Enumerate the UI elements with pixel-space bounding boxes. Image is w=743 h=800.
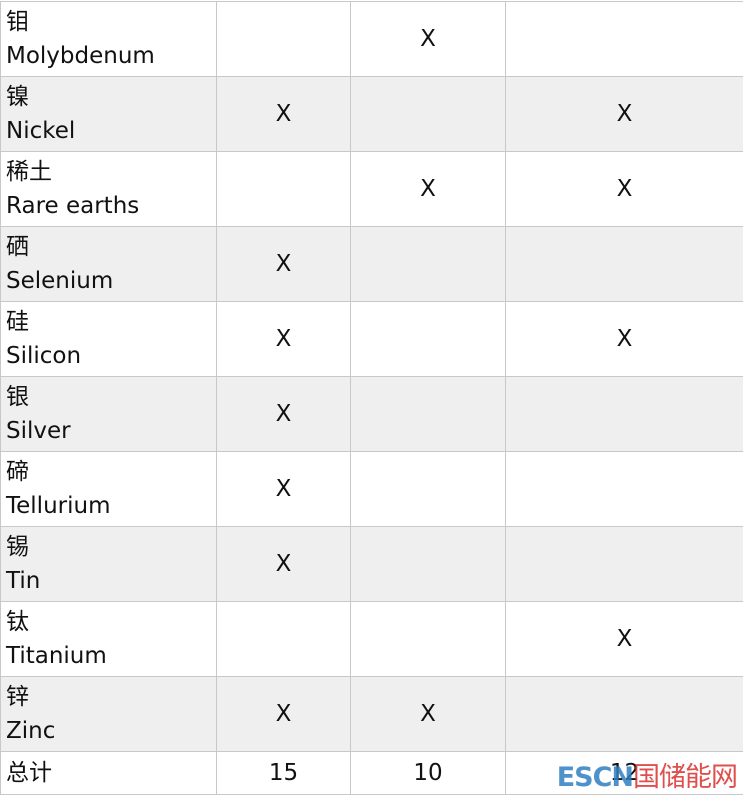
table-row: 钼 Molybdenum X [0, 1, 743, 77]
total-text: 总计 [6, 760, 52, 786]
table-row: 钛 Titanium X [0, 601, 743, 677]
table-row: 硒 Selenium X [0, 226, 743, 302]
material-en: Silicon [6, 343, 82, 369]
mark-cell [216, 601, 351, 677]
mark: X [275, 101, 292, 127]
material-zh: 硅 [6, 309, 29, 335]
mark-cell [350, 451, 506, 527]
mark-cell: X [216, 376, 351, 452]
mark-cell: X [505, 76, 743, 152]
mark-cell [350, 226, 506, 302]
mark-cell: X [216, 676, 351, 752]
material-zh: 硒 [6, 234, 29, 260]
total-cell: 12 [505, 751, 743, 795]
mark-cell [216, 151, 351, 227]
mark: X [420, 26, 436, 52]
material-zh: 碲 [6, 459, 29, 485]
mark-cell [350, 301, 506, 377]
material-cell: 锌 Zinc [0, 676, 217, 752]
mark-cell [505, 226, 743, 302]
material-en: Tin [6, 568, 41, 594]
table-row: 稀土 Rare earths X X [0, 151, 743, 227]
mark-cell: X [505, 301, 743, 377]
mark: X [275, 251, 292, 277]
watermark-name: 国储能网 [633, 762, 738, 793]
mark-cell [505, 676, 743, 752]
watermark: ESCN国储能网 [556, 755, 738, 794]
material-zh: 锌 [6, 684, 29, 710]
mark: X [420, 701, 436, 727]
mark-cell [216, 1, 351, 77]
table-row: 锡 Tin X [0, 526, 743, 602]
total-value: 15 [268, 760, 299, 786]
total-cell: 15 [216, 751, 351, 795]
mark-cell [350, 526, 506, 602]
mark: X [275, 401, 292, 427]
mark-cell [505, 451, 743, 527]
material-zh: 镍 [6, 84, 29, 110]
mark-cell [350, 76, 506, 152]
material-cell: 稀土 Rare earths [0, 151, 217, 227]
mark-cell: X [350, 676, 506, 752]
mark-cell: X [216, 526, 351, 602]
material-en: Molybdenum [6, 43, 155, 69]
material-cell: 钼 Molybdenum [0, 1, 217, 77]
table-row: 锌 Zinc X X [0, 676, 743, 752]
mark: X [616, 326, 633, 352]
mark: X [616, 176, 633, 202]
mark-cell [505, 526, 743, 602]
mark-cell: X [216, 226, 351, 302]
total-label: 总计 [0, 751, 217, 795]
mark-cell: X [216, 76, 351, 152]
mark-cell [505, 376, 743, 452]
mark-cell: X [505, 601, 743, 677]
material-cell: 碲 Tellurium [0, 451, 217, 527]
mark-cell [505, 1, 743, 77]
material-en: Zinc [6, 718, 56, 744]
watermark-brand: ESCN [556, 762, 634, 793]
table-row: 银 Silver X [0, 376, 743, 452]
mark-cell: X [216, 301, 351, 377]
total-value: 12 [609, 760, 640, 786]
mark-cell: X [350, 1, 506, 77]
material-cell: 硅 Silicon [0, 301, 217, 377]
material-cell: 银 Silver [0, 376, 217, 452]
material-en: Selenium [6, 268, 114, 294]
mark-cell [350, 601, 506, 677]
material-zh: 钛 [6, 609, 29, 635]
table-row: 硅 Silicon X X [0, 301, 743, 377]
material-en: Rare earths [6, 193, 140, 219]
mark-cell: X [350, 151, 506, 227]
total-cell: 10 [350, 751, 506, 795]
mark-cell [350, 376, 506, 452]
material-zh: 钼 [6, 9, 29, 35]
material-cell: 硒 Selenium [0, 226, 217, 302]
mark-cell: X [505, 151, 743, 227]
material-cell: 锡 Tin [0, 526, 217, 602]
mark: X [420, 176, 436, 202]
mark: X [275, 326, 292, 352]
material-zh: 锡 [6, 534, 29, 560]
mark: X [275, 701, 292, 727]
mark-cell: X [216, 451, 351, 527]
material-en: Silver [6, 418, 71, 444]
mark: X [275, 551, 292, 577]
mark: X [616, 101, 633, 127]
material-zh: 稀土 [6, 159, 52, 185]
material-en: Nickel [6, 118, 76, 144]
total-value: 10 [413, 760, 443, 786]
material-cell: 钛 Titanium [0, 601, 217, 677]
mark: X [616, 626, 633, 652]
table-row: 碲 Tellurium X [0, 451, 743, 527]
mark: X [275, 476, 292, 502]
material-cell: 镍 Nickel [0, 76, 217, 152]
table-row: 镍 Nickel X X [0, 76, 743, 152]
material-en: Titanium [6, 643, 107, 669]
material-zh: 银 [6, 384, 29, 410]
material-en: Tellurium [6, 493, 111, 519]
total-row: 总计 15 10 12 [0, 751, 743, 795]
